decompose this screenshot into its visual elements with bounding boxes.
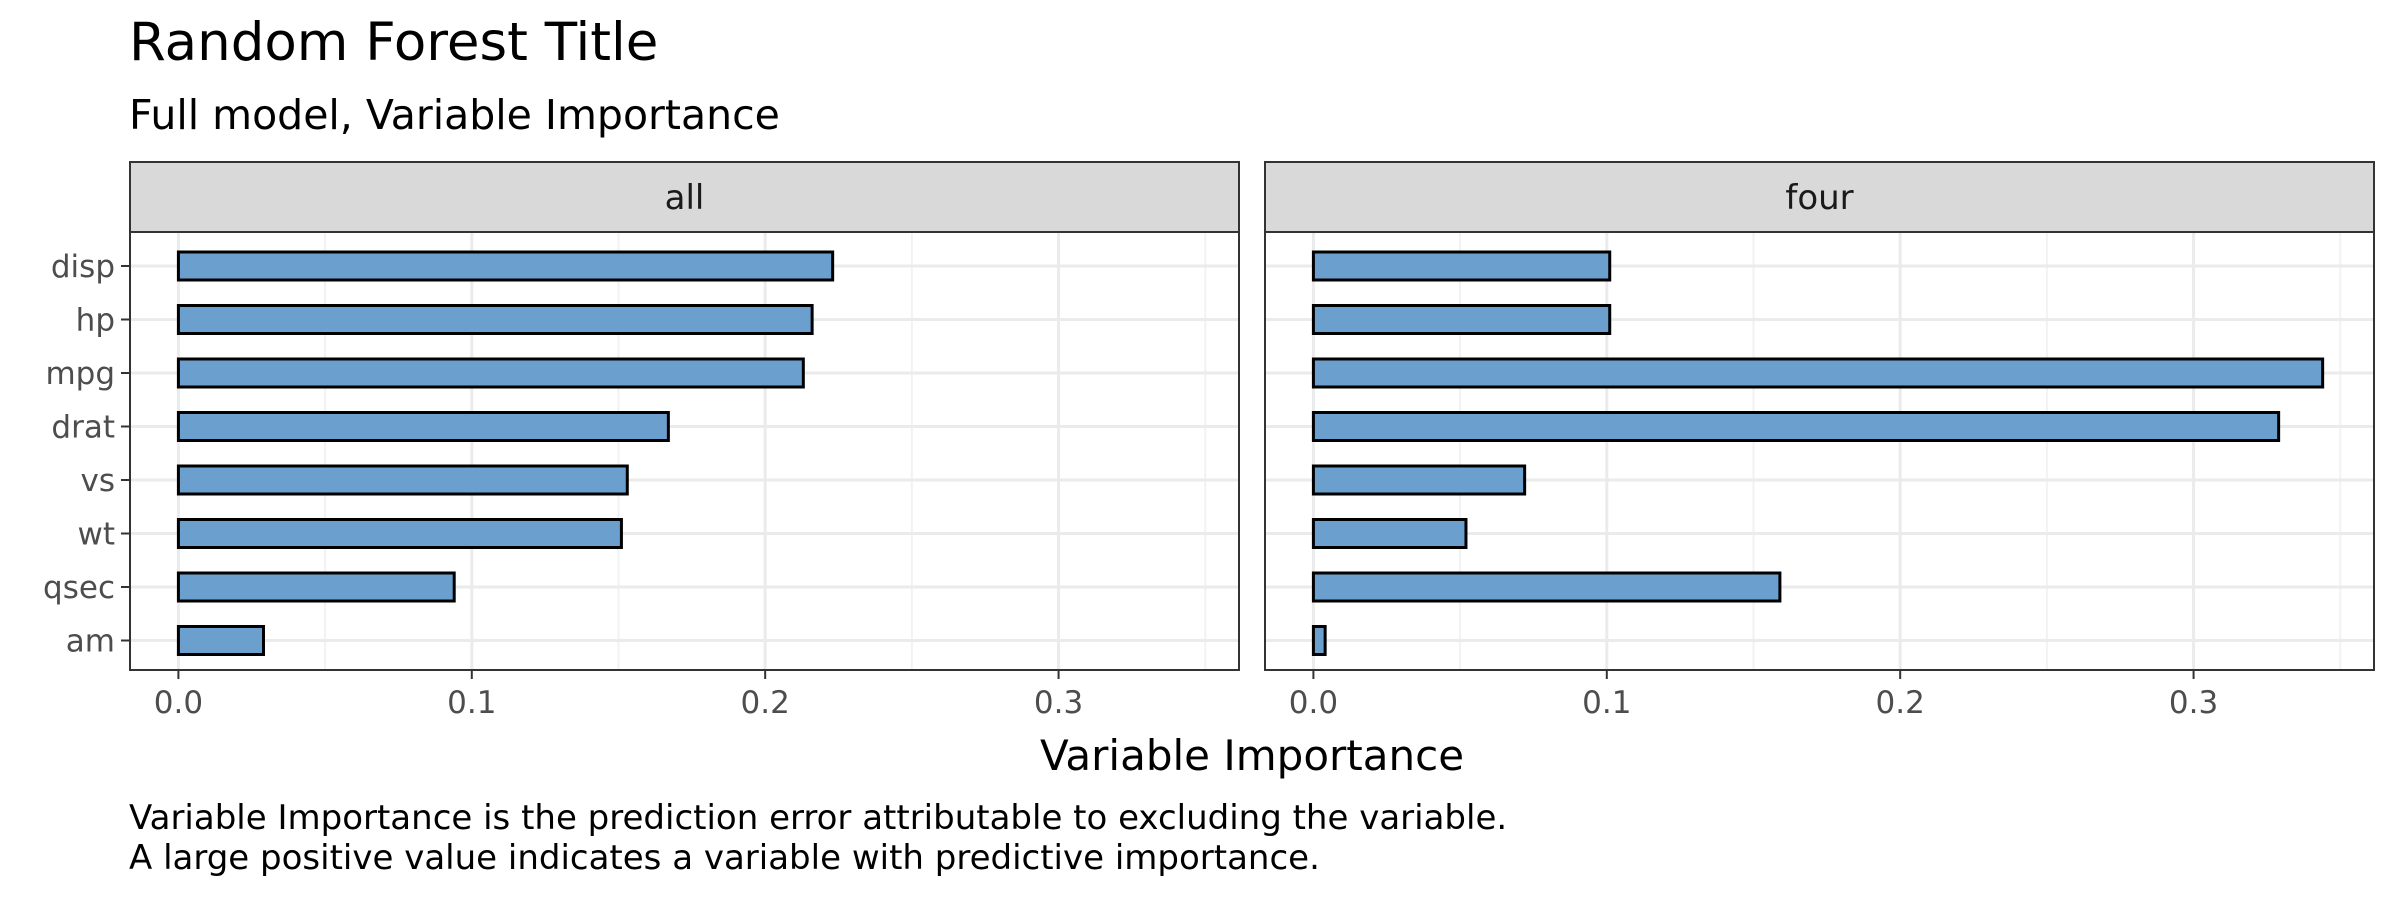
bar-four-hp — [1311, 304, 1612, 335]
x-tick-label: 0.2 — [1876, 685, 1925, 721]
x-tick-label: 0.3 — [1034, 685, 1083, 721]
x-tick-label: 0.3 — [2169, 685, 2218, 721]
bar-four-wt — [1311, 518, 1468, 549]
x-tick-label: 0.1 — [447, 685, 496, 721]
chart-subtitle: Full model, Variable Importance — [129, 91, 780, 139]
bar-all-wt — [176, 518, 623, 549]
x-tick-label: 0.0 — [154, 685, 203, 721]
bar-all-disp — [176, 250, 835, 282]
bar-all-drat — [176, 411, 670, 442]
panel-four: four 0.0 0.1 0.2 0.3 — [1264, 161, 2375, 721]
caption-line-1: Variable Importance is the prediction er… — [129, 798, 1507, 838]
bar-four-qsec — [1311, 571, 1782, 603]
facet-strip — [1264, 161, 2375, 233]
y-tick-label-mpg: mpg — [45, 356, 115, 392]
x-axis-title: Variable Importance — [1040, 731, 1464, 780]
y-tick-label-hp: hp — [76, 303, 115, 339]
panel-all: all 0.0 0.1 0.2 0.3 disp hp mpg drat vs wt qsec am — [43, 161, 1240, 721]
y-tick-label-disp: disp — [51, 249, 115, 285]
y-tick-label-qsec: qsec — [43, 570, 115, 606]
bar-four-mpg — [1311, 357, 2325, 389]
y-tick-label-vs: vs — [81, 463, 116, 499]
y-tick-label-wt: wt — [77, 517, 115, 553]
facet-strip-label: all — [665, 178, 705, 218]
chart-title: Random Forest Title — [129, 12, 658, 73]
bar-all-mpg — [176, 357, 805, 389]
facet-strip-label: four — [1785, 178, 1853, 218]
facet-panels: all 0.0 0.1 0.2 0.3 disp hp mpg drat vs wt qsec am fo… — [43, 161, 2375, 721]
bar-all-am — [176, 625, 265, 656]
bar-all-qsec — [176, 571, 456, 603]
bar-four-am — [1311, 625, 1327, 656]
facet-strip — [129, 161, 1240, 233]
y-tick-label-am: am — [66, 624, 115, 660]
y-tick-label-drat: drat — [51, 410, 115, 446]
bar-all-vs — [176, 464, 629, 496]
x-tick-label: 0.2 — [741, 685, 790, 721]
panel-background — [130, 232, 1239, 670]
bar-four-vs — [1311, 464, 1527, 496]
panel-background — [1265, 232, 2374, 670]
x-tick-label: 0.1 — [1582, 685, 1631, 721]
bar-four-drat — [1311, 411, 2281, 442]
bar-all-hp — [176, 304, 814, 335]
caption-line-2: A large positive value indicates a varia… — [129, 838, 1320, 878]
x-tick-label: 0.0 — [1289, 685, 1338, 721]
bar-four-disp — [1311, 250, 1612, 282]
